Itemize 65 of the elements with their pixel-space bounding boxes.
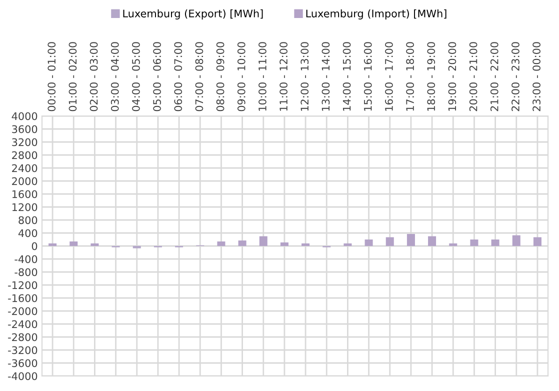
y-tick-label: -2400 [8,320,38,328]
x-tick-label: 08:00 - 09:00 [216,42,224,112]
y-tick-label: -800 [14,268,38,276]
bar [491,240,500,246]
x-tick-label: 04:00 - 05:00 [132,42,140,112]
y-tick-label: -3600 [8,359,38,368]
y-tick-label: 2400 [12,164,38,172]
bar [302,243,310,246]
bar [470,240,478,246]
y-tick-label: -2000 [8,307,38,316]
y-tick-label: 800 [18,216,38,224]
x-tick-label: 03:00 - 04:00 [110,42,119,112]
x-tick-label: 19:00 - 20:00 [448,42,456,111]
bar [428,236,436,246]
bar [512,235,520,246]
bar [386,237,394,246]
y-tick-label: 400 [18,229,38,238]
bar [90,243,99,246]
x-tick-label: 01:00 - 02:00 [68,42,77,112]
x-tick-label: 07:00 - 08:00 [195,42,204,112]
y-tick-label: -3200 [8,346,38,354]
y-tick-label: -4000 [8,372,38,380]
y-tick-label: -400 [14,255,38,264]
y-tick-label: -1200 [8,281,38,290]
x-tick-label: 00:00 - 01:00 [48,42,56,112]
y-tick-label: -2800 [8,333,38,342]
x-tick-label: 13:00 - 14:00 [322,42,330,111]
y-tick-label: 1600 [12,190,38,198]
legend-label: Luxemburg (Import) [MWh] [306,9,446,20]
y-tick-label: 3600 [12,125,38,134]
bar [344,243,352,246]
x-tick-label: 09:00 - 10:00 [237,42,246,112]
bar [70,241,78,246]
y-tick-label: 0 [32,242,38,250]
x-tick-label: 23:00 - 00:00 [532,42,540,112]
bar [238,240,246,246]
y-tick-label: 1200 [12,203,38,212]
bar [217,241,226,246]
x-tick-label: 05:00 - 06:00 [153,42,161,112]
x-tick-label: 15:00 - 16:00 [364,42,372,111]
x-tick-label: 10:00 - 11:00 [258,42,266,111]
x-tick-label: 16:00 - 17:00 [385,42,393,111]
x-tick-label: 11:00 - 12:00 [280,42,288,111]
bar [48,243,57,246]
y-tick-label: -1600 [8,294,38,302]
bar [259,236,268,246]
x-tick-label: 22:00 - 23:00 [512,42,520,112]
x-tick-label: 18:00 - 19:00 [427,42,436,111]
x-tick-label: 14:00 - 15:00 [342,42,351,111]
bar [533,237,542,246]
bar [449,243,458,246]
y-tick-label: 4000 [12,112,38,120]
x-tick-label: 02:00 - 03:00 [90,42,98,112]
x-tick-label: 12:00 - 13:00 [300,42,309,111]
x-tick-label: 06:00 - 07:00 [174,42,182,112]
legend-label: Luxemburg (Export) [MWh] [123,9,263,20]
y-tick-label: 3200 [12,138,38,146]
x-tick-label: 21:00 - 22:00 [490,42,498,112]
bar [406,234,415,246]
bar [364,240,373,246]
y-tick-label: 2000 [12,177,38,186]
x-tick-label: 17:00 - 18:00 [406,42,414,111]
x-tick-label: 20:00 - 21:00 [469,42,478,112]
bar [280,242,288,246]
y-tick-label: 2800 [12,151,38,160]
